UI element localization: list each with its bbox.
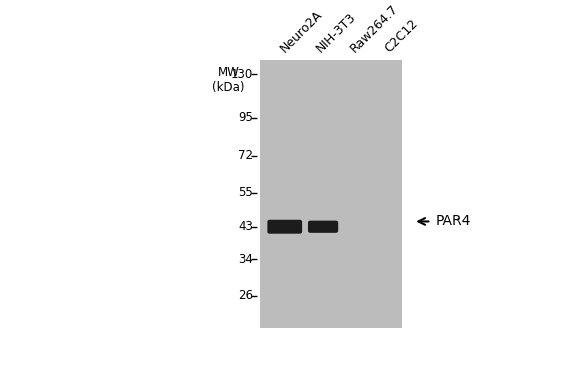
Text: 43: 43 xyxy=(238,220,253,233)
Text: 55: 55 xyxy=(239,186,253,199)
Text: 34: 34 xyxy=(238,253,253,266)
Text: Neuro2A: Neuro2A xyxy=(278,8,325,56)
Text: Raw264.7: Raw264.7 xyxy=(348,2,401,56)
Text: 72: 72 xyxy=(238,149,253,162)
Text: NIH-3T3: NIH-3T3 xyxy=(314,11,359,56)
Text: 26: 26 xyxy=(238,290,253,302)
Text: MW
(kDa): MW (kDa) xyxy=(212,66,244,94)
Text: 130: 130 xyxy=(231,68,253,81)
FancyBboxPatch shape xyxy=(260,60,402,328)
FancyBboxPatch shape xyxy=(267,220,302,234)
Text: PAR4: PAR4 xyxy=(436,214,471,228)
Text: 95: 95 xyxy=(238,111,253,124)
FancyBboxPatch shape xyxy=(308,221,338,233)
Text: C2C12: C2C12 xyxy=(382,17,420,56)
